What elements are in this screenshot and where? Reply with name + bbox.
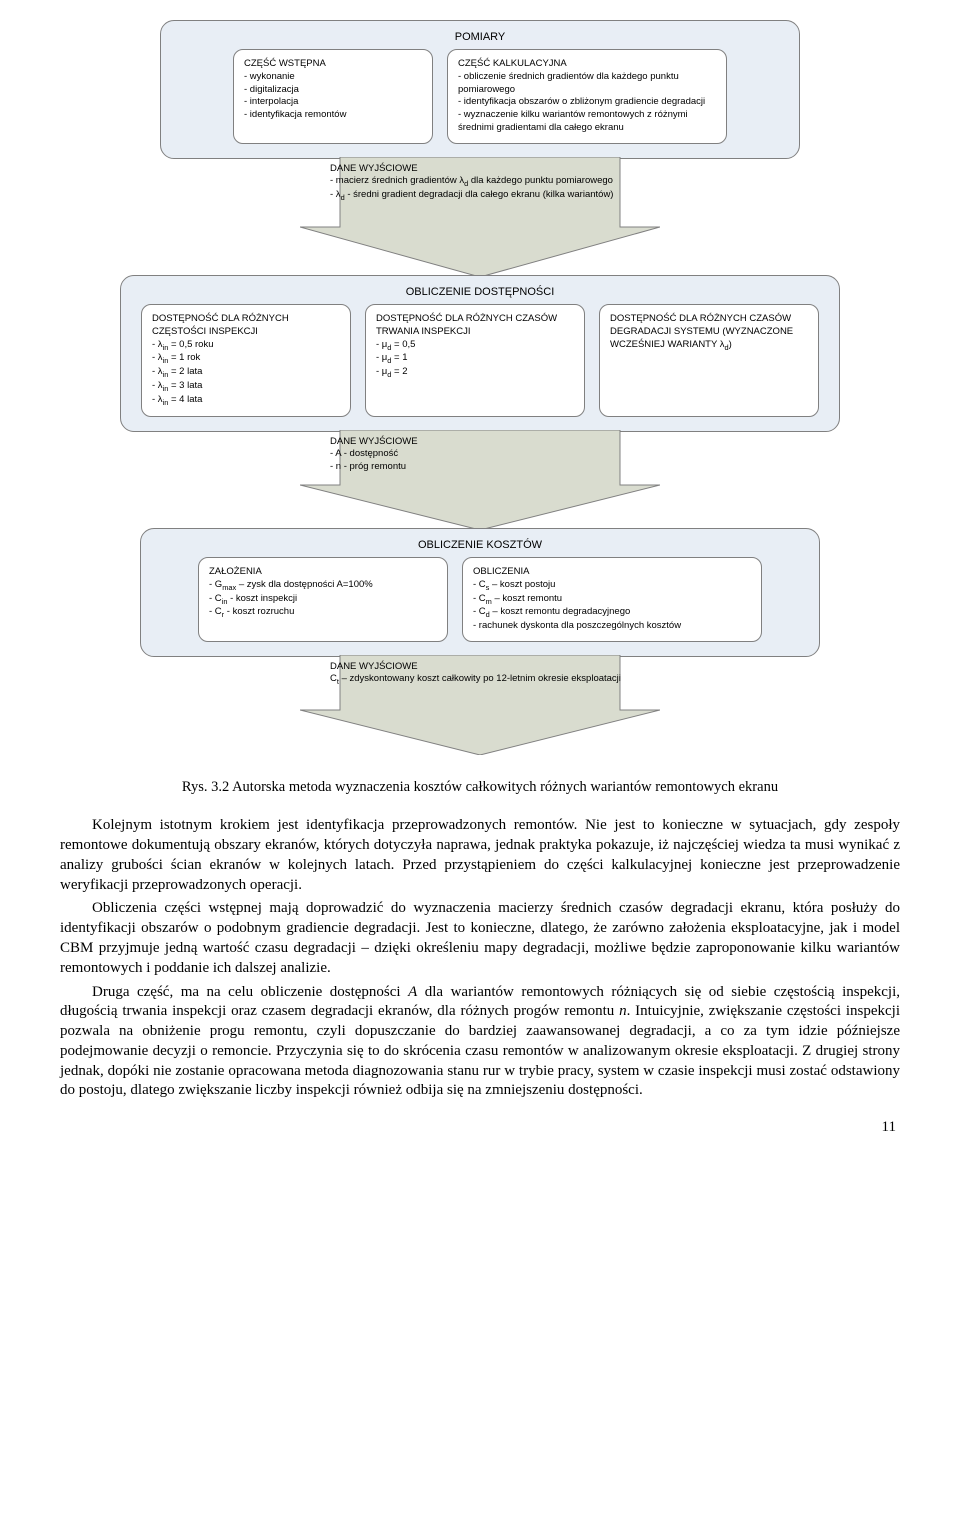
arrow-heading: DANE WYJŚCIOWE — [330, 163, 630, 175]
box-items: - Cs – koszt postoju- Cm – koszt remontu… — [473, 579, 751, 633]
arrow-3-text: DANE WYJŚCIOWE Ct – zdyskontowany koszt … — [330, 661, 630, 687]
paragraph-3: Druga część, ma na celu obliczenie dostę… — [60, 983, 900, 1102]
box-czestosci: DOSTĘPNOŚĆ DLA RÓŻNYCH CZĘSTOŚCI INSPEKC… — [141, 304, 351, 417]
panel-koszty: OBLICZENIE KOSZTÓW ZAŁOŻENIA - Gmax – zy… — [140, 528, 820, 657]
box-heading: OBLICZENIA — [473, 566, 751, 579]
page-number: 11 — [60, 1119, 900, 1136]
box-heading: DOSTĘPNOŚĆ DLA RÓŻNYCH CZASÓW DEGRADACJI… — [610, 313, 808, 353]
panel-koszty-title: OBLICZENIE KOSZTÓW — [155, 539, 805, 551]
panel-pomiary-title: POMIARY — [175, 31, 785, 43]
arrow-heading: DANE WYJŚCIOWE — [330, 436, 630, 448]
arrow-items: - macierz średnich gradientów λd dla każ… — [330, 175, 630, 202]
arrow-3: DANE WYJŚCIOWE Ct – zdyskontowany koszt … — [300, 655, 660, 755]
box-items: - λin = 0,5 roku- λin = 1 rok- λin = 2 l… — [152, 339, 340, 408]
panel-dostepnosc: OBLICZENIE DOSTĘPNOŚCI DOSTĘPNOŚĆ DLA RÓ… — [120, 275, 840, 432]
panel-dostepnosc-title: OBLICZENIE DOSTĘPNOŚCI — [135, 286, 825, 298]
arrow-heading: DANE WYJŚCIOWE — [330, 661, 630, 673]
arrow-1-text: DANE WYJŚCIOWE - macierz średnich gradie… — [330, 163, 630, 202]
paragraph-1: Kolejnym istotnym krokiem jest identyfik… — [60, 816, 900, 895]
box-czasy-degradacji: DOSTĘPNOŚĆ DLA RÓŻNYCH CZASÓW DEGRADACJI… — [599, 304, 819, 417]
paragraph-2: Obliczenia części wstępnej mają doprowad… — [60, 899, 900, 978]
box-obliczenia: OBLICZENIA - Cs – koszt postoju- Cm – ko… — [462, 557, 762, 642]
arrow-2-text: DANE WYJŚCIOWE - A - dostępność- n - pró… — [330, 436, 630, 473]
box-items: - wykonanie- digitalizacja- interpolacja… — [244, 71, 422, 122]
box-czesc-wstepna: CZĘŚĆ WSTĘPNA - wykonanie- digitalizacja… — [233, 49, 433, 144]
panel-pomiary: POMIARY CZĘŚĆ WSTĘPNA - wykonanie- digit… — [160, 20, 800, 159]
figure-caption: Rys. 3.2 Autorska metoda wyznaczenia kos… — [60, 779, 900, 796]
box-heading: DOSTĘPNOŚĆ DLA RÓŻNYCH CZĘSTOŚCI INSPEKC… — [152, 313, 340, 339]
box-czesc-kalkulacyjna: CZĘŚĆ KALKULACYJNA - obliczenie średnich… — [447, 49, 727, 144]
box-heading: DOSTĘPNOŚĆ DLA RÓŻNYCH CZASÓW TRWANIA IN… — [376, 313, 574, 339]
page-content: POMIARY CZĘŚĆ WSTĘPNA - wykonanie- digit… — [0, 0, 960, 1166]
box-heading: CZĘŚĆ KALKULACYJNA — [458, 58, 716, 71]
arrow-2: DANE WYJŚCIOWE - A - dostępność- n - pró… — [300, 430, 660, 530]
box-items: - Gmax – zysk dla dostępności A=100%- Ci… — [209, 579, 437, 621]
arrow-1: DANE WYJŚCIOWE - macierz średnich gradie… — [300, 157, 660, 277]
box-heading: ZAŁOŻENIA — [209, 566, 437, 579]
box-czasy-inspekcji: DOSTĘPNOŚĆ DLA RÓŻNYCH CZASÓW TRWANIA IN… — [365, 304, 585, 417]
arrow-items: Ct – zdyskontowany koszt całkowity po 12… — [330, 673, 630, 687]
box-zalozenia: ZAŁOŻENIA - Gmax – zysk dla dostępności … — [198, 557, 448, 642]
box-heading: CZĘŚĆ WSTĘPNA — [244, 58, 422, 71]
box-items: - obliczenie średnich gradientów dla każ… — [458, 71, 716, 135]
arrow-items: - A - dostępność- n - próg remontu — [330, 448, 630, 473]
box-items: - μd = 0,5- μd = 1- μd = 2 — [376, 339, 574, 381]
